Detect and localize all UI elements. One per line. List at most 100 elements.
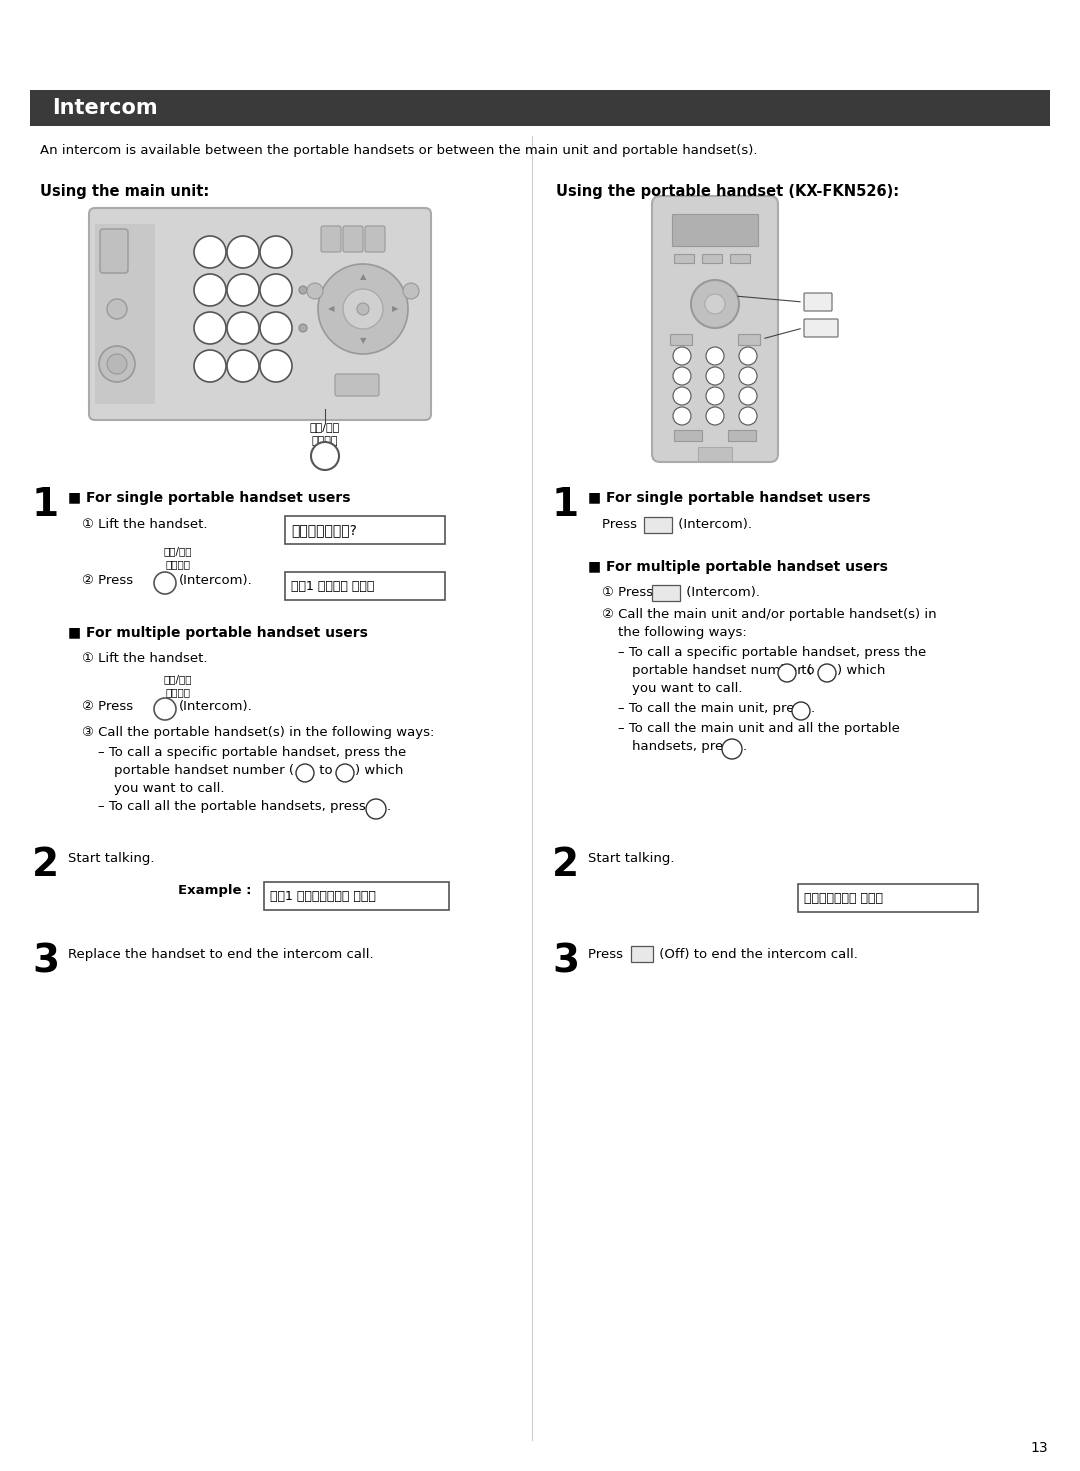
Text: ▲: ▲ — [360, 272, 366, 281]
Text: ■ For multiple portable handset users: ■ For multiple portable handset users — [68, 627, 368, 640]
Text: .: . — [387, 800, 391, 813]
Text: 5: 5 — [239, 284, 247, 297]
Text: 0: 0 — [798, 706, 805, 716]
Text: デンクバンゴウ?: デンクバンゴウ? — [291, 524, 356, 537]
Text: 内線: 内線 — [814, 324, 827, 332]
Text: the following ways:: the following ways: — [618, 627, 746, 638]
Circle shape — [739, 387, 757, 405]
Text: 文字切替: 文字切替 — [312, 435, 338, 446]
Text: *: * — [679, 412, 685, 421]
Circle shape — [227, 350, 259, 382]
Text: 6: 6 — [824, 668, 831, 678]
Circle shape — [260, 274, 292, 306]
Text: 1: 1 — [679, 352, 685, 360]
Circle shape — [107, 355, 127, 374]
Text: 文字切替: 文字切替 — [165, 687, 190, 697]
Text: 9: 9 — [272, 322, 281, 334]
Circle shape — [107, 299, 127, 319]
Text: 6: 6 — [272, 284, 281, 297]
Bar — [285, 572, 445, 600]
Text: ① Press: ① Press — [602, 585, 658, 599]
Text: 0: 0 — [712, 412, 718, 421]
Text: 6: 6 — [342, 768, 348, 778]
Circle shape — [336, 763, 354, 783]
Text: (Intercom).: (Intercom). — [681, 585, 760, 599]
FancyBboxPatch shape — [804, 319, 838, 337]
Text: Start talking.: Start talking. — [68, 852, 154, 865]
Circle shape — [818, 663, 836, 683]
Text: *: * — [206, 359, 213, 372]
Circle shape — [706, 347, 724, 365]
Circle shape — [260, 350, 292, 382]
Text: 内線/修正: 内線/修正 — [164, 674, 192, 684]
Text: 7: 7 — [679, 391, 685, 400]
Circle shape — [99, 346, 135, 382]
Circle shape — [691, 279, 739, 328]
Circle shape — [260, 312, 292, 344]
Text: 1: 1 — [32, 485, 59, 524]
Circle shape — [154, 572, 176, 594]
Text: ) which: ) which — [837, 663, 886, 677]
Circle shape — [778, 663, 796, 683]
Bar — [674, 254, 694, 263]
Bar — [631, 946, 653, 962]
Text: ■ For single portable handset users: ■ For single portable handset users — [588, 491, 870, 505]
Text: *: * — [729, 744, 734, 755]
Text: handsets, press: handsets, press — [632, 740, 741, 753]
Text: Using the main unit:: Using the main unit: — [40, 184, 210, 199]
Text: 1: 1 — [784, 668, 791, 678]
Text: Press: Press — [602, 518, 642, 531]
Text: #: # — [744, 412, 752, 421]
Text: – To call the main unit and all the portable: – To call the main unit and all the port… — [618, 722, 900, 736]
Bar — [674, 430, 702, 441]
Text: Start talking.: Start talking. — [588, 852, 675, 865]
Circle shape — [194, 350, 226, 382]
Circle shape — [403, 282, 419, 299]
Circle shape — [318, 263, 408, 355]
Circle shape — [739, 347, 757, 365]
Text: 2: 2 — [32, 846, 59, 884]
Circle shape — [706, 387, 724, 405]
Text: 9: 9 — [745, 391, 752, 400]
Circle shape — [311, 441, 339, 471]
Text: – To call a specific portable handset, press the: – To call a specific portable handset, p… — [98, 746, 406, 759]
Text: Example :: Example : — [178, 884, 252, 897]
Text: 3: 3 — [272, 246, 281, 259]
FancyBboxPatch shape — [321, 227, 341, 252]
FancyBboxPatch shape — [89, 207, 431, 421]
Text: 1: 1 — [205, 246, 214, 259]
Circle shape — [260, 235, 292, 268]
Circle shape — [357, 303, 369, 315]
Bar — [670, 334, 692, 346]
Text: (Off) to end the intercom call.: (Off) to end the intercom call. — [654, 947, 858, 961]
Text: 2: 2 — [552, 846, 579, 884]
Text: ① Lift the handset.: ① Lift the handset. — [82, 652, 207, 665]
FancyBboxPatch shape — [652, 196, 778, 462]
Text: (Intercom).: (Intercom). — [674, 518, 752, 531]
Text: to: to — [315, 763, 337, 777]
FancyBboxPatch shape — [343, 227, 363, 252]
Circle shape — [296, 763, 314, 783]
Text: portable handset number (: portable handset number ( — [632, 663, 812, 677]
Text: 2: 2 — [239, 246, 247, 259]
Circle shape — [194, 274, 226, 306]
Text: ▶: ▶ — [392, 304, 399, 313]
Bar — [702, 254, 723, 263]
Text: .: . — [811, 702, 815, 715]
Circle shape — [673, 347, 691, 365]
Text: *: * — [374, 805, 379, 813]
Text: ① Lift the handset.: ① Lift the handset. — [82, 518, 207, 531]
Text: .: . — [743, 740, 747, 753]
Text: portable handset number (: portable handset number ( — [114, 763, 294, 777]
Bar — [672, 213, 758, 246]
Text: An intercom is available between the portable handsets or between the main unit : An intercom is available between the por… — [40, 144, 757, 157]
Text: 内線/修正: 内線/修正 — [164, 546, 192, 556]
Circle shape — [307, 282, 323, 299]
Bar — [738, 334, 760, 346]
Text: 1: 1 — [552, 485, 579, 524]
Circle shape — [739, 366, 757, 385]
Text: (Intercom).: (Intercom). — [179, 700, 253, 713]
Circle shape — [792, 702, 810, 719]
Circle shape — [706, 407, 724, 425]
Bar — [698, 447, 732, 460]
